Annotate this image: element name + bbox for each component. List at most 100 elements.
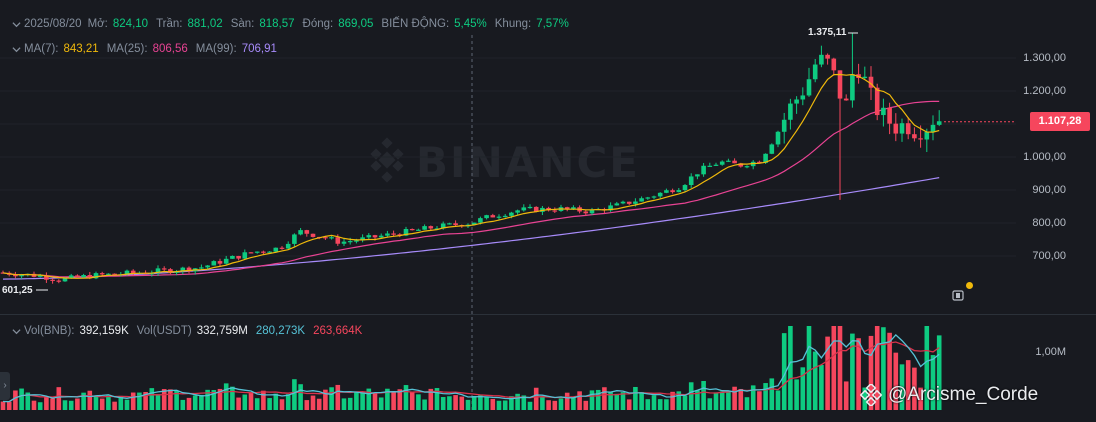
candle-body: [862, 76, 868, 78]
volume-bar: [416, 394, 421, 410]
candle-body: [285, 243, 291, 249]
candle-body: [124, 270, 130, 275]
candle-body: [515, 210, 520, 213]
volume-bar: [75, 398, 80, 410]
close-label: Đóng:: [302, 18, 334, 30]
candle-body: [881, 107, 886, 116]
volume-bar: [583, 400, 589, 410]
candle-body: [329, 237, 334, 239]
candle-body: [378, 235, 384, 238]
volume-bar: [31, 400, 37, 410]
volume-bar: [781, 333, 787, 410]
price-chart[interactable]: [0, 0, 1016, 422]
volume-bar: [639, 392, 644, 410]
volume-bar: [130, 392, 136, 410]
volume-bar: [540, 396, 545, 410]
candle-body: [62, 278, 68, 282]
volume-bar: [651, 395, 657, 410]
candle-body: [806, 79, 812, 96]
price-tick: 1.300,00: [1023, 52, 1066, 64]
candle-body: [676, 190, 682, 193]
chevron-down-icon[interactable]: [12, 45, 21, 54]
candle-body: [608, 205, 613, 211]
volume-bar: [899, 364, 905, 410]
volume-bar: [905, 360, 911, 410]
volume-bar: [571, 396, 576, 410]
volume-bar: [25, 392, 31, 410]
price-tick: 1.000,00: [1023, 151, 1066, 163]
candle-body: [273, 247, 279, 252]
volume-axis-tick: 1,00M: [1035, 346, 1066, 358]
ma99-label: MA(99):: [195, 43, 237, 55]
volume-bar: [713, 392, 719, 410]
volume-bar: [137, 392, 142, 410]
candle-body: [279, 247, 285, 249]
range-value: 7,57%: [536, 18, 569, 30]
candle-body: [130, 270, 136, 273]
candle-body: [726, 160, 731, 162]
volume-bar: [800, 367, 806, 410]
candle-body: [521, 207, 527, 211]
volume-bar: [564, 392, 570, 410]
brand-tag-text: @Arcisme_Corde: [888, 384, 1039, 405]
candle-body: [13, 274, 18, 277]
candle-body: [757, 161, 762, 163]
candle-body: [484, 215, 489, 219]
candle-body: [589, 209, 595, 214]
volume-bar: [6, 401, 12, 410]
volume-usdt-value: 332,759M: [196, 325, 248, 337]
candle-body: [788, 103, 793, 120]
candle-body: [657, 192, 663, 197]
volume-bar: [719, 391, 725, 410]
ohlc-date: 2025/08/20: [24, 18, 82, 30]
candle-body: [887, 107, 892, 124]
volume-bar: [447, 396, 452, 410]
volume-label: Vol(BNB):: [24, 325, 75, 337]
candle-body: [347, 241, 353, 243]
candle-body: [267, 251, 272, 253]
volume-bar: [744, 397, 750, 410]
candle-body: [713, 164, 719, 166]
candle-body: [242, 252, 248, 259]
volume-bar: [248, 392, 254, 410]
volume-bar: [726, 391, 731, 410]
candle-body: [447, 223, 452, 225]
candle-body: [403, 228, 409, 236]
volume-bar: [614, 393, 620, 410]
alert-dot: [966, 282, 973, 289]
volume-bar: [837, 326, 843, 410]
chevron-down-icon[interactable]: [12, 20, 21, 29]
volume-bar: [124, 399, 130, 410]
volume-bar: [620, 392, 626, 410]
candle-body: [781, 119, 787, 132]
alert-bell-icon[interactable]: [952, 289, 964, 301]
candle-body: [496, 216, 502, 218]
candle-body: [874, 87, 880, 116]
candle-body: [44, 275, 49, 280]
close-value: 869,05: [338, 18, 374, 30]
chevron-down-icon[interactable]: [12, 327, 21, 336]
candle-body: [310, 233, 316, 237]
volume-bar: [366, 388, 372, 410]
volume-bar: [856, 338, 861, 410]
candle-body: [372, 235, 378, 238]
volume-bar: [825, 336, 830, 410]
volume-bar: [192, 395, 198, 410]
volume-bar: [236, 397, 241, 410]
price-axis[interactable]: 1.300,00 1.200,00 1.000,00 900,00 800,00…: [1016, 0, 1096, 422]
volume-bar: [738, 388, 744, 410]
range-label: Khung:: [494, 18, 532, 30]
volume-bar: [397, 389, 403, 410]
collapse-handle-icon[interactable]: ›: [0, 372, 10, 400]
candle-body: [645, 197, 651, 199]
volume-bar: [707, 398, 713, 410]
volume-bar: [930, 355, 936, 410]
volume-bar: [670, 391, 675, 410]
candle-body: [571, 207, 576, 209]
pane-divider[interactable]: [0, 314, 1096, 315]
candle-body: [81, 275, 86, 278]
volume-bar: [155, 394, 161, 410]
volume-bar: [0, 401, 6, 410]
candle-body: [68, 275, 74, 279]
